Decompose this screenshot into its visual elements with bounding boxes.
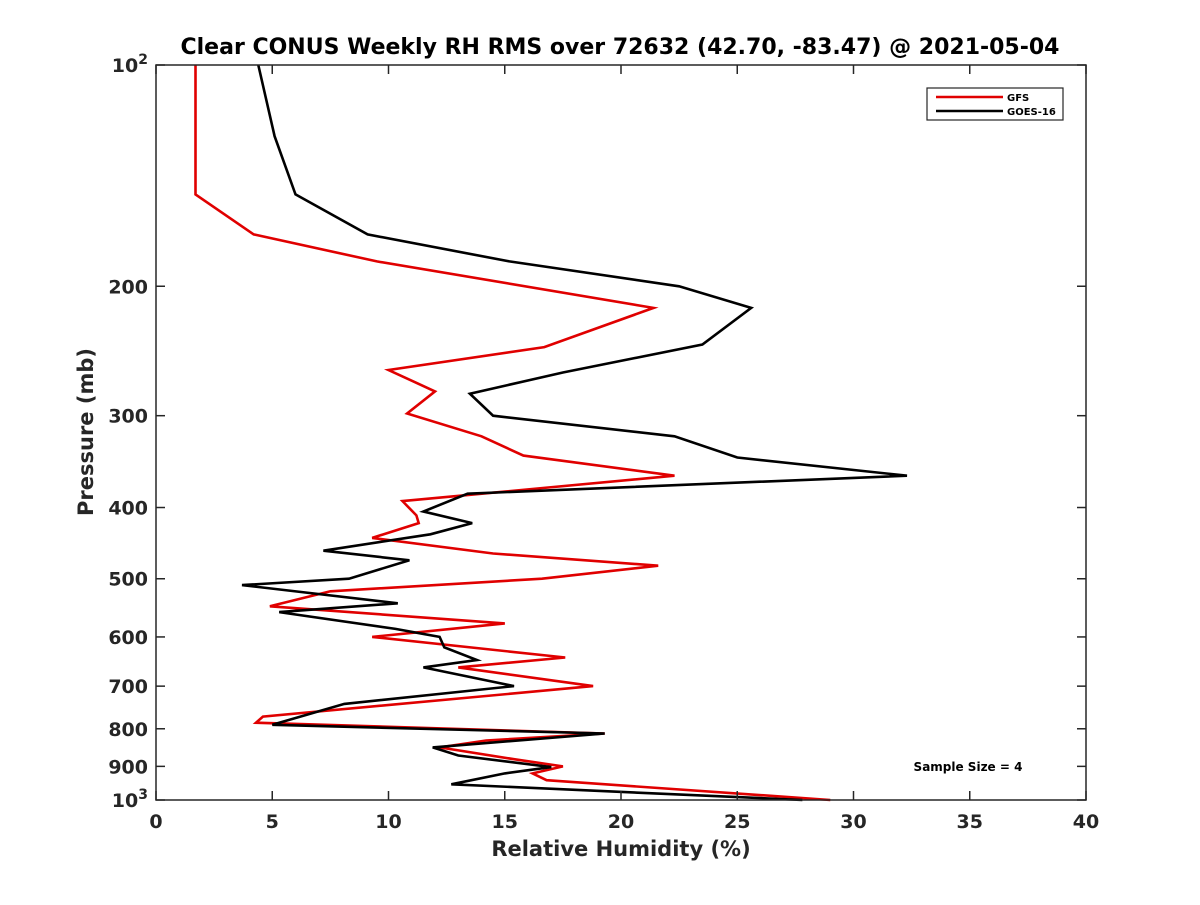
plot-area (194, 64, 908, 802)
y-tick-label: 200 (108, 276, 148, 298)
x-axis: 0 5 10 15 20 25 30 35 40 (149, 65, 1099, 833)
legend-entry-label: GFS (1007, 93, 1029, 104)
series-line-gfs (194, 65, 831, 802)
legend-box (926, 87, 1064, 121)
x-tick-label: 0 (149, 811, 162, 833)
x-tick-label: 25 (724, 811, 750, 833)
x-tick-label: 35 (957, 811, 983, 833)
x-tick-label: 20 (608, 811, 634, 833)
x-tick-label: 5 (266, 811, 279, 833)
y-tick-label: 103 (112, 787, 148, 812)
y-tick-label: 300 (108, 406, 148, 428)
chart-title: Clear CONUS Weekly RH RMS over 72632 (42… (181, 35, 1060, 60)
x-tick-label: 15 (492, 811, 518, 833)
axes-frame (155, 64, 1087, 801)
legend-entry-label: GOES-16 (1007, 107, 1056, 118)
y-tick-label: 800 (108, 719, 148, 741)
x-tick-label: 30 (840, 811, 866, 833)
legend: GFS GOES-16 (926, 87, 1064, 121)
y-tick-label: 500 (108, 569, 148, 591)
y-tick-label: 600 (108, 627, 148, 649)
x-tick-label: 10 (375, 811, 401, 833)
y-axis: 102 200 300 400 500 600 700 800 900 103 (108, 52, 1086, 812)
y-tick-label: 400 (108, 498, 148, 520)
y-tick-label: 900 (108, 756, 148, 778)
sample-size-annotation: Sample Size = 4 (914, 760, 1023, 774)
series-line-goes-16 (241, 64, 908, 802)
y-axis-label: Pressure (mb) (74, 348, 98, 516)
y-tick-label: 700 (108, 676, 148, 698)
x-tick-label: 40 (1073, 811, 1099, 833)
y-tick-label: 102 (112, 52, 148, 77)
x-axis-label: Relative Humidity (%) (491, 837, 750, 861)
